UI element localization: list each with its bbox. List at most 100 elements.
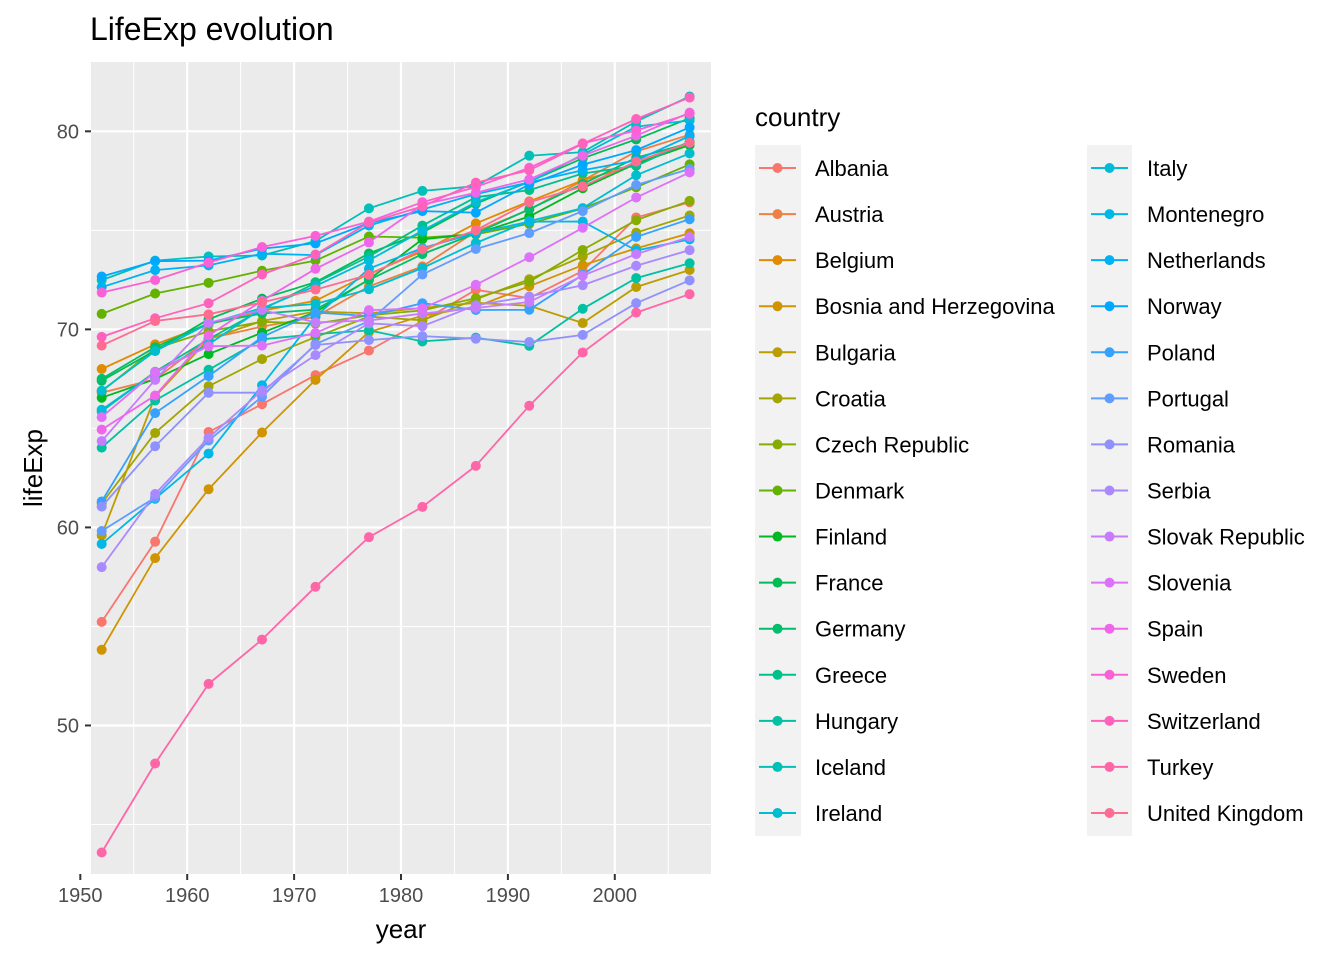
legend-key-point xyxy=(772,393,783,404)
data-point-bosnia-and-herzegovina xyxy=(96,644,107,655)
data-point-bosnia-and-herzegovina xyxy=(257,427,268,438)
legend: Albania Austria Belgium Bosnia and Herzegov… xyxy=(755,145,1305,837)
data-point-united-kingdom xyxy=(631,156,642,167)
data-point-united-kingdom xyxy=(96,340,107,351)
legend-key-point xyxy=(772,439,783,450)
legend-item-germany: Germany xyxy=(759,617,905,642)
x-tick-label: 2000 xyxy=(593,885,638,907)
data-point-turkey xyxy=(524,400,535,411)
data-point-switzerland xyxy=(203,298,214,309)
data-point-romania xyxy=(631,298,642,309)
series-line-denmark xyxy=(101,163,690,315)
data-point-czech-republic xyxy=(631,215,642,226)
data-point-czech-republic xyxy=(684,195,695,206)
data-point-italy xyxy=(470,197,481,208)
data-point-slovenia xyxy=(684,167,695,178)
legend-label: Iceland xyxy=(815,755,886,780)
legend-key-point xyxy=(1104,163,1115,173)
data-point-ireland xyxy=(684,148,695,159)
data-point-serbia xyxy=(631,260,642,271)
data-point-norway xyxy=(150,256,161,267)
data-point-slovak-republic xyxy=(257,304,268,315)
data-point-turkey xyxy=(577,347,588,358)
y-axis-title: lifeExp xyxy=(18,429,48,507)
data-point-slovak-republic xyxy=(96,436,107,447)
data-point-germany xyxy=(524,204,535,215)
legend-item-bosnia-and-herzegovina: Bosnia and Herzegovina xyxy=(759,294,1055,319)
data-point-slovenia xyxy=(96,412,107,423)
legend-title: country xyxy=(755,102,840,132)
data-point-switzerland xyxy=(257,269,268,280)
legend-item-turkey: Turkey xyxy=(1091,755,1213,780)
legend-label: Ireland xyxy=(815,801,882,826)
data-point-slovenia xyxy=(310,327,321,338)
legend-item-czech-republic: Czech Republic xyxy=(759,432,969,457)
legend-item-albania: Albania xyxy=(759,156,889,181)
data-point-denmark xyxy=(203,277,214,288)
data-point-united-kingdom xyxy=(150,316,161,327)
legend-key-point xyxy=(772,715,783,726)
data-point-slovenia xyxy=(524,252,535,263)
data-point-hungary xyxy=(577,303,588,314)
series-line-switzerland xyxy=(101,96,690,338)
data-point-romania xyxy=(363,335,374,346)
data-point-switzerland xyxy=(684,92,695,103)
y-tick-label: 80 xyxy=(57,121,79,143)
legend-item-hungary: Hungary xyxy=(759,709,898,734)
data-point-serbia xyxy=(203,432,214,443)
data-point-czech-republic xyxy=(257,316,268,327)
legend-item-portugal: Portugal xyxy=(1091,386,1229,411)
data-point-albania xyxy=(150,536,161,547)
series-united-kingdom xyxy=(96,137,695,351)
data-point-poland xyxy=(203,371,214,382)
data-point-spain xyxy=(150,390,161,401)
data-point-spain xyxy=(577,150,588,161)
legend-label: Sweden xyxy=(1147,663,1227,688)
data-point-bosnia-and-herzegovina xyxy=(310,374,321,385)
data-point-united-kingdom xyxy=(524,197,535,208)
data-point-italy xyxy=(417,225,428,236)
data-point-switzerland xyxy=(524,165,535,176)
data-point-spain xyxy=(310,263,321,274)
data-point-united-kingdom xyxy=(257,297,268,308)
data-point-iceland xyxy=(524,150,535,161)
data-point-bosnia-and-herzegovina xyxy=(150,553,161,564)
legend-key-point xyxy=(772,669,783,680)
data-point-slovenia xyxy=(470,279,481,290)
legend-label: Hungary xyxy=(815,709,898,734)
data-point-turkey xyxy=(470,460,481,471)
legend-label: Netherlands xyxy=(1147,248,1266,273)
data-point-portugal xyxy=(96,525,107,536)
data-point-ireland xyxy=(150,346,161,357)
series-switzerland xyxy=(96,92,695,342)
data-point-serbia xyxy=(96,562,107,573)
legend-key-point xyxy=(1104,577,1115,588)
data-point-turkey xyxy=(631,307,642,318)
data-point-montenegro xyxy=(96,538,107,549)
data-point-ireland xyxy=(363,284,374,295)
legend-key-point xyxy=(1104,715,1115,726)
legend-key-point xyxy=(1104,669,1115,680)
data-point-poland xyxy=(310,307,321,318)
legend-key-point xyxy=(1104,393,1115,404)
legend-item-serbia: Serbia xyxy=(1091,478,1211,503)
data-point-netherlands xyxy=(150,265,161,276)
series-line-turkey xyxy=(100,293,690,853)
series-line-montenegro xyxy=(101,220,690,545)
x-axis: 1950 1960 1970 1980 1990 2000 xyxy=(58,874,637,907)
legend-key-point xyxy=(1104,347,1115,358)
data-point-albania xyxy=(363,345,374,356)
data-point-slovak-republic xyxy=(631,249,642,260)
series-line-france xyxy=(101,117,690,382)
data-point-montenegro xyxy=(524,216,535,227)
series-line-croatia xyxy=(100,214,690,505)
series-line-hungary xyxy=(101,262,690,449)
data-point-sweden xyxy=(684,108,695,119)
legend-key-point xyxy=(1104,807,1115,818)
data-point-poland xyxy=(631,231,642,242)
legend-label: Greece xyxy=(815,663,887,688)
data-point-poland xyxy=(524,304,535,315)
data-point-hungary xyxy=(684,258,695,269)
legend-item-poland: Poland xyxy=(1091,340,1216,365)
